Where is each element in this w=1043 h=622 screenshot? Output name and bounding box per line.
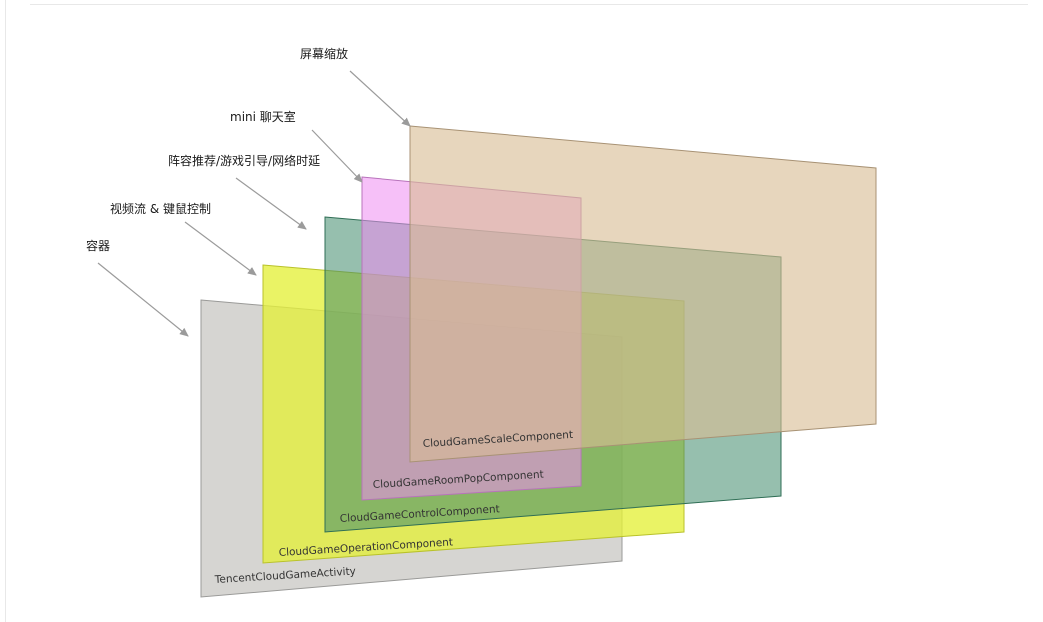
callout-label-operation: 视频流 & 键鼠控制 [110, 201, 211, 216]
layer-scale-plane [409, 125, 877, 463]
callout-label-activity: 容器 [86, 238, 110, 253]
callout-label-scale: 屏幕缩放 [300, 46, 348, 61]
callout-arrow-control [235, 177, 307, 230]
callout-arrow-activity [97, 262, 189, 337]
callout-arrow-scale [349, 70, 411, 127]
frame-top-border [30, 4, 1028, 5]
callout-label-roompop: mini 聊天室 [230, 109, 296, 124]
callout-arrow-operation [184, 221, 257, 276]
frame-left-border [5, 0, 6, 622]
callout-label-control: 阵容推荐/游戏引导/网络时延 [168, 153, 320, 168]
callout-arrow-roompop [311, 129, 363, 183]
